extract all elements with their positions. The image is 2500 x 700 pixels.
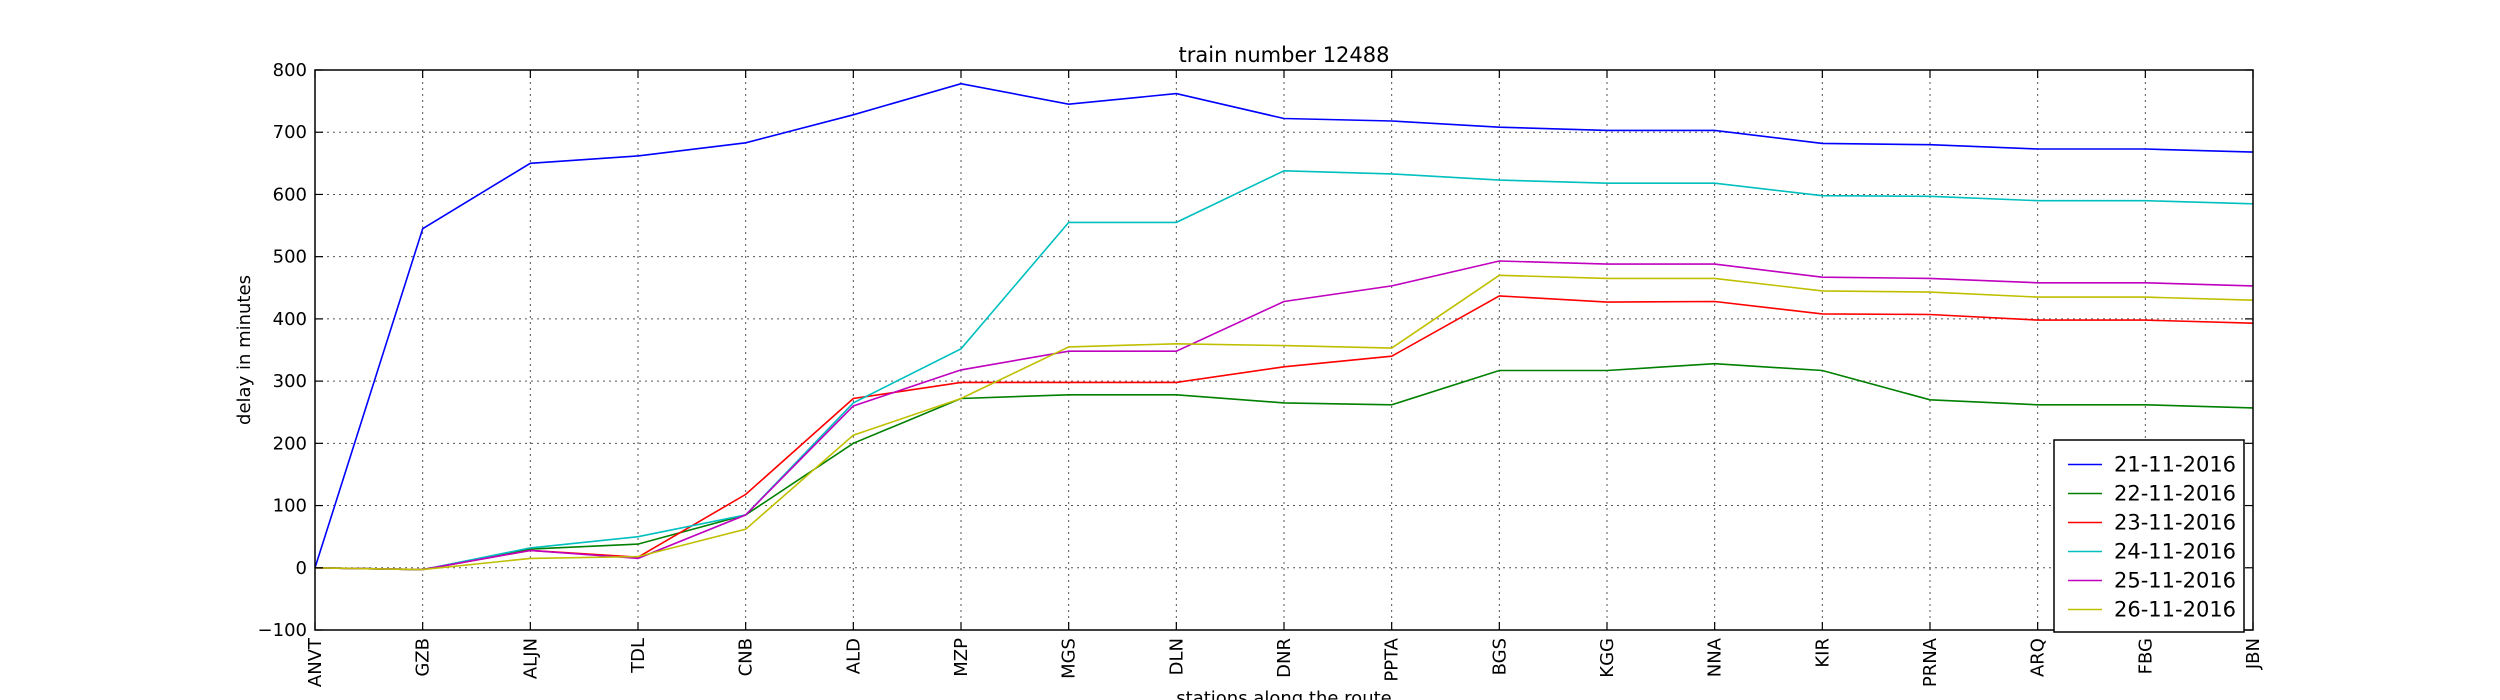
y-tick-label: 700 (273, 122, 307, 143)
legend: 21-11-2016 22-11-2016 23-11-2016 24-11-2016… (2053, 439, 2245, 633)
x-tick-label: CNB (736, 638, 757, 676)
y-tick-label: 600 (273, 184, 307, 205)
x-tick-label: FBG (2135, 638, 2156, 674)
x-tick-label: NNA (1705, 637, 1726, 677)
x-tick-label: MGS (1059, 638, 1080, 679)
y-tick-label: 800 (273, 60, 307, 81)
y-tick-label: −100 (258, 620, 307, 641)
series-line-21-11-2016 (314, 82, 2254, 569)
x-tick-label: ALJN (520, 638, 541, 679)
series-lines (314, 82, 2254, 571)
legend-label: 23-11-2016 (2114, 511, 2236, 535)
x-tick-label: ARQ (2028, 638, 2049, 677)
x-tick-label: DNR (1274, 638, 1295, 678)
series-line-25-11-2016 (314, 260, 2254, 571)
y-axis-label: delay in minutes (234, 275, 255, 425)
series-line-22-11-2016 (314, 362, 2254, 571)
x-tick-label: PPTA (1382, 637, 1403, 681)
y-tick-label: 300 (273, 371, 307, 392)
series-line-24-11-2016 (314, 169, 2254, 571)
x-tick-label: TDL (628, 638, 649, 674)
y-tick-label: 400 (273, 309, 307, 330)
y-axis: −100 0 100 200 300 400 500 600 700 800 (258, 60, 2253, 641)
x-tick-label: JBN (2243, 638, 2264, 670)
y-tick-label: 0 (296, 558, 307, 579)
x-tick-label: ALD (843, 638, 864, 674)
y-tick-label: 500 (273, 247, 307, 268)
x-tick-label: DLN (1166, 638, 1187, 675)
x-tick-label: MZP (951, 638, 972, 677)
y-tick-label: 200 (273, 433, 307, 454)
x-tick-label: PRNA (1920, 637, 1941, 687)
legend-label: 24-11-2016 (2114, 540, 2236, 564)
y-tick-label: 100 (273, 496, 307, 517)
x-tick-label: BGS (1489, 638, 1510, 675)
x-tick-label: KIR (1812, 638, 1833, 668)
legend-label: 26-11-2016 (2114, 598, 2236, 622)
chart-title: train number 12488 (1179, 43, 1390, 67)
legend-label: 21-11-2016 (2114, 453, 2236, 477)
legend-box (2053, 439, 2245, 633)
x-axis: ANVT GZB ALJN TDL CNB ALD MZP MGS DLN DNR PPTA BGS K… (305, 70, 2264, 687)
series-line-26-11-2016 (314, 274, 2254, 571)
series-line-23-11-2016 (314, 295, 2254, 571)
legend-label: 22-11-2016 (2114, 482, 2236, 506)
x-tick-label: GZB (413, 638, 434, 677)
legend-label: 25-11-2016 (2114, 569, 2236, 593)
x-axis-label: stations along the route (1176, 688, 1391, 700)
x-tick-label: KGG (1597, 638, 1618, 678)
x-tick-label: ANVT (305, 637, 326, 687)
